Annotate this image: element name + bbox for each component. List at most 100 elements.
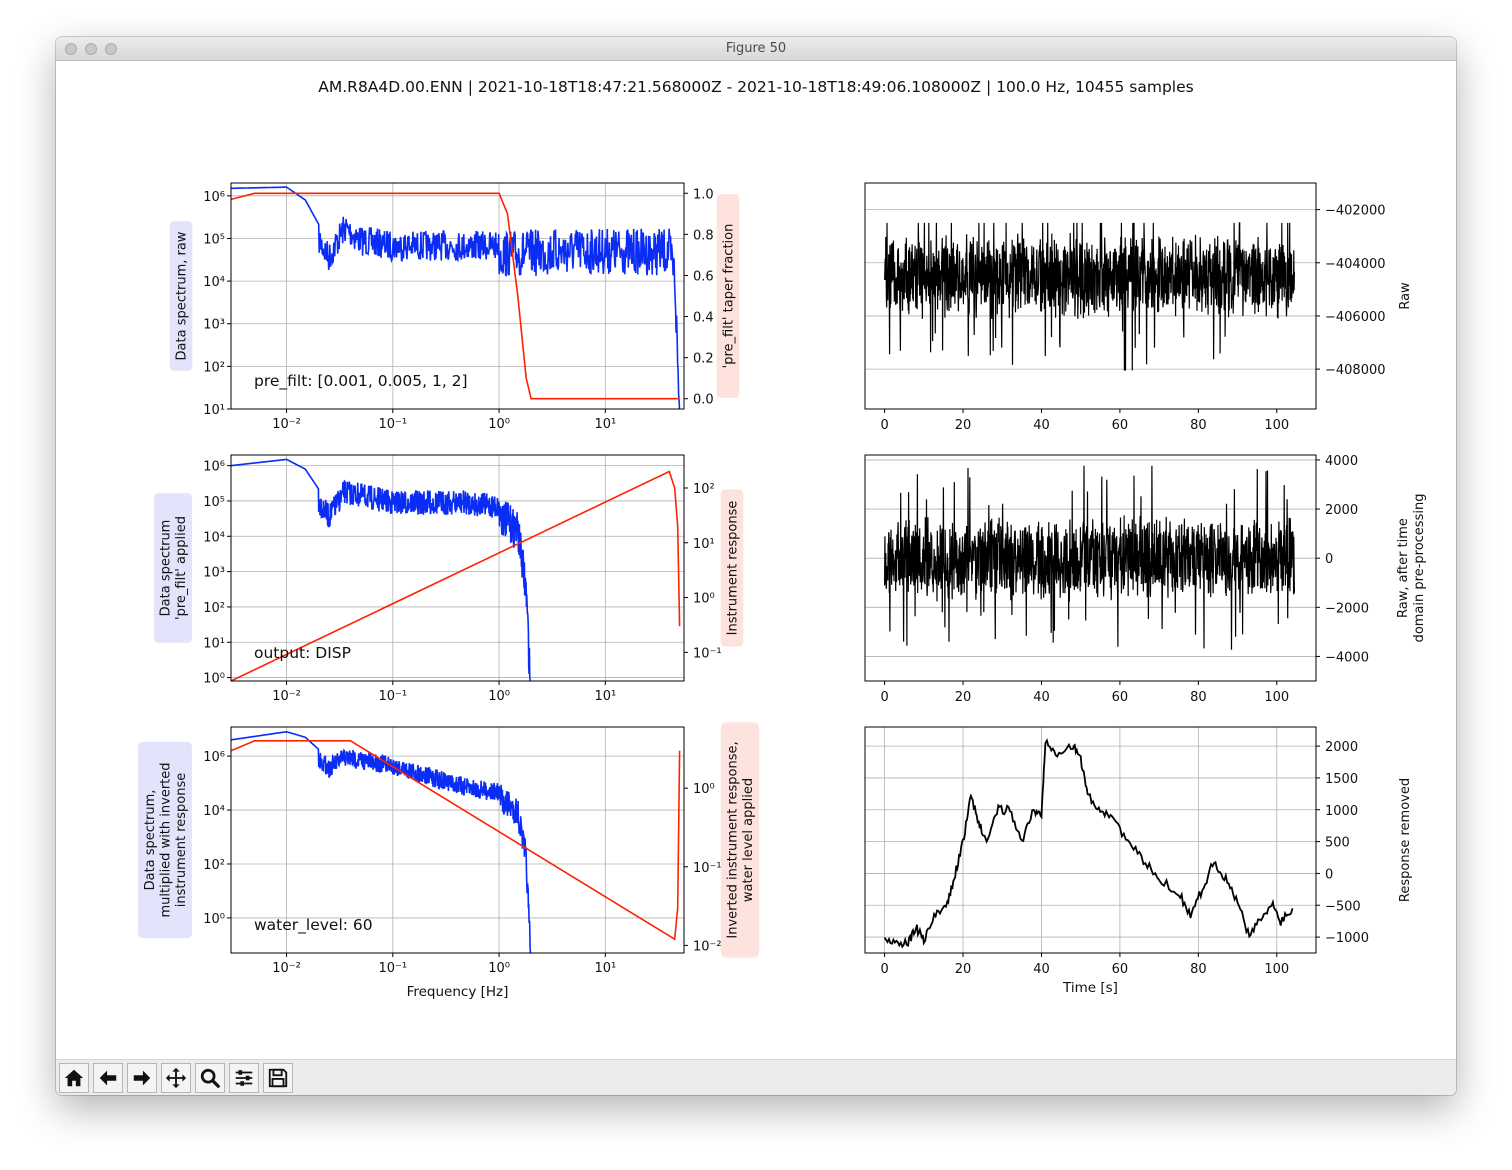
x-tick-label: 20 <box>955 418 972 433</box>
panel-annotation: pre_filt: [0.001, 0.005, 1, 2] <box>254 372 468 391</box>
y-axis-label-line: 'pre_filt' applied <box>174 516 189 620</box>
x-axis-label: Time [s] <box>1062 980 1118 996</box>
y-tick-label: 500 <box>1325 836 1350 851</box>
y-axis-label-box <box>169 221 193 371</box>
y2-tick-label: 1.0 <box>693 187 714 202</box>
y-tick-label: 10⁰ <box>203 912 225 927</box>
spectrum-line <box>231 458 532 681</box>
y2-axis-label: Inverted instrument response, water level… <box>720 722 760 958</box>
y-tick-label: 10⁵ <box>203 232 225 247</box>
y-axis-label-line: domain pre-processing <box>1412 494 1427 643</box>
y2-axis-label-line: Inverted instrument response, <box>726 741 741 938</box>
spectrum-line <box>231 731 532 953</box>
y-axis-label: Response removed <box>1398 778 1413 902</box>
y-axis-label-line: Data spectrum, raw <box>174 231 189 360</box>
y2-axis-label: Instrument response <box>720 489 744 647</box>
y-tick-label: −1000 <box>1325 931 1369 946</box>
y2-tick-label: 10⁻¹ <box>693 646 722 661</box>
y-axis-label: Data spectrum'pre_filt' applied <box>153 493 193 643</box>
y2-axis-label-line: water level applied <box>741 778 756 902</box>
forward-button[interactable] <box>127 1063 157 1093</box>
y-axis-label: Data spectrum, multiplied with inverted in… <box>138 741 192 939</box>
y2-tick-label: 0.6 <box>693 269 714 284</box>
x-tick-label: 0 <box>880 418 888 433</box>
x-tick-label: 10¹ <box>594 689 616 704</box>
y-tick-label: 10³ <box>203 318 225 333</box>
y-tick-label: 10⁵ <box>203 495 225 510</box>
y-tick-label: −402000 <box>1325 204 1386 219</box>
y2-axis-label-line: Instrument response <box>725 501 740 636</box>
waveform-trace <box>884 465 1295 650</box>
spectrum-axes-frame <box>230 182 685 410</box>
sliders-icon <box>235 1070 253 1086</box>
minimize-window-button[interactable] <box>85 43 97 55</box>
figure-svg: AM.R8A4D.00.ENN | 2021-10-18T18:47:21.56… <box>138 78 1427 1000</box>
y2-tick-label: 10² <box>693 482 715 497</box>
pan-button[interactable] <box>161 1063 191 1093</box>
y-tick-label: −404000 <box>1325 257 1386 272</box>
waveform-trace <box>884 222 1295 371</box>
y-tick-label: 10¹ <box>203 636 225 651</box>
y2-tick-label: 10¹ <box>693 537 715 552</box>
y-tick-label: 2000 <box>1325 740 1358 755</box>
y2-tick-label: 0.2 <box>693 352 714 367</box>
y2-axis-label-box <box>720 489 744 647</box>
x-tick-label: 100 <box>1264 418 1289 433</box>
y-axis-label-line: multiplied with inverted <box>158 762 173 917</box>
spectrum-axes-frame <box>230 726 685 954</box>
x-tick-label: 10⁰ <box>488 689 510 704</box>
move-icon <box>165 1067 187 1089</box>
y-tick-label: 10⁴ <box>203 530 225 545</box>
x-tick-label: 60 <box>1112 418 1129 433</box>
x-axis-label: Frequency [Hz] <box>407 984 509 1000</box>
back-button[interactable] <box>93 1063 123 1093</box>
figure-canvas[interactable]: AM.R8A4D.00.ENN | 2021-10-18T18:47:21.56… <box>56 61 1456 1059</box>
x-tick-label: 20 <box>955 690 972 705</box>
save-button[interactable] <box>263 1063 293 1093</box>
y-tick-label: 0 <box>1325 867 1333 882</box>
y-axis-label: Data spectrum, raw <box>169 221 193 371</box>
response-line <box>231 740 681 941</box>
zoom-window-button[interactable] <box>105 43 117 55</box>
y-tick-label: −2000 <box>1325 601 1369 616</box>
y-tick-label: −4000 <box>1325 650 1369 665</box>
zoom-button[interactable] <box>195 1063 225 1093</box>
y-tick-label: 10⁴ <box>203 804 225 819</box>
y-axis-label-line: Data spectrum <box>159 520 174 617</box>
floppy-disk-icon <box>268 1068 288 1088</box>
arrow-left-icon <box>99 1070 117 1086</box>
y2-axis-label-line: 'pre_filt' taper fraction <box>721 224 736 369</box>
y-tick-label: 10⁰ <box>203 672 225 687</box>
arrow-right-icon <box>133 1070 151 1086</box>
y-axis-label-box <box>153 493 193 643</box>
y-axis-label-line: Data spectrum, <box>143 790 158 891</box>
x-tick-label: 0 <box>880 690 888 705</box>
x-tick-label: 80 <box>1190 962 1207 977</box>
x-tick-label: 10⁰ <box>488 417 510 432</box>
x-tick-label: 10⁻² <box>272 689 301 704</box>
panel-annotation: water_level: 60 <box>254 916 373 935</box>
y-axis-label: Raw, after time domain pre-processing <box>1396 494 1427 643</box>
y-axis-label-line: Response removed <box>1398 778 1413 902</box>
y-tick-label: 10² <box>203 858 225 873</box>
y2-tick-label: 10⁻² <box>693 939 722 954</box>
y-tick-label: 10⁴ <box>203 275 225 290</box>
x-tick-label: 10⁻² <box>272 961 301 976</box>
y-tick-label: −500 <box>1325 899 1361 914</box>
y-tick-label: 10⁶ <box>203 750 225 765</box>
configure-subplots-button[interactable] <box>229 1063 259 1093</box>
y-axis-label-line: instrument response <box>174 773 189 907</box>
y-tick-label: 4000 <box>1325 454 1358 469</box>
y2-tick-label: 0.8 <box>693 228 714 243</box>
x-tick-label: 100 <box>1264 962 1289 977</box>
figure-suptitle: AM.R8A4D.00.ENN | 2021-10-18T18:47:21.56… <box>318 78 1193 96</box>
close-window-button[interactable] <box>65 43 77 55</box>
x-tick-label: 10⁻¹ <box>379 417 408 432</box>
x-tick-label: 10⁻² <box>272 417 301 432</box>
y-tick-label: 1500 <box>1325 772 1358 787</box>
window-title: Figure 50 <box>725 41 787 56</box>
figure-window: Figure 50 AM.R8A4D.00.ENN | 2021-10-18T1… <box>56 37 1456 1095</box>
home-button[interactable] <box>59 1063 89 1093</box>
y2-tick-label: 10⁰ <box>693 592 715 607</box>
y2-tick-label: 10⁰ <box>693 782 715 797</box>
